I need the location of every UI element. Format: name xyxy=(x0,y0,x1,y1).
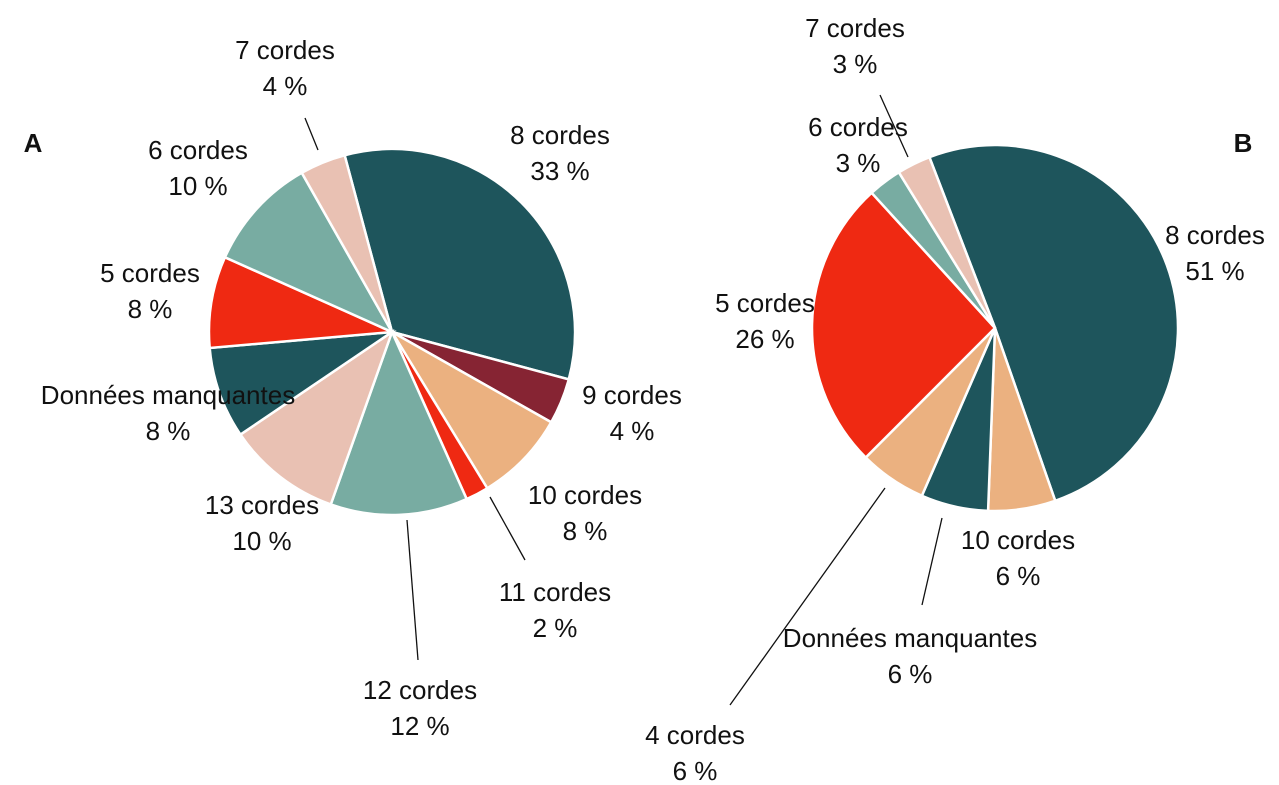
slice-value-label: 51 % xyxy=(1185,256,1244,286)
leader-line xyxy=(921,517,943,606)
slice-value-label: 4 % xyxy=(610,416,655,446)
slice-value-label: 8 % xyxy=(563,516,608,546)
slice-value-label: 6 % xyxy=(888,659,933,689)
slice-label: 10 cordes xyxy=(528,480,642,510)
slice-label: 11 cordes xyxy=(499,577,611,607)
pie-slice xyxy=(329,328,469,517)
slice-label: 5 cordes xyxy=(715,288,815,318)
pie-slice xyxy=(300,153,394,333)
slice-value-label: 33 % xyxy=(530,156,589,186)
slice-value-label: 6 % xyxy=(996,561,1041,591)
slice-label: 5 cordes xyxy=(100,258,200,288)
slice-value-label: 3 % xyxy=(833,49,878,79)
pie-slice xyxy=(388,328,553,490)
slice-value-label: 10 % xyxy=(168,171,227,201)
leader-line xyxy=(729,487,886,706)
slice-label: Données manquantes xyxy=(783,623,1037,653)
slice-label: 6 cordes xyxy=(808,112,908,142)
slice-value-label: 26 % xyxy=(735,324,794,354)
slice-label: 7 cordes xyxy=(805,13,905,43)
slice-label: 8 cordes xyxy=(510,120,610,150)
panel-title: A xyxy=(24,128,43,158)
slice-label: 7 cordes xyxy=(235,35,335,65)
slice-label: 4 cordes xyxy=(645,720,745,750)
slice-label: 9 cordes xyxy=(582,380,682,410)
slice-value-label: 8 % xyxy=(128,294,173,324)
slice-label: 8 cordes xyxy=(1165,220,1265,250)
pie-slice xyxy=(927,143,1180,503)
pie-slice xyxy=(207,255,397,350)
slice-label: Données manquantes xyxy=(41,380,295,410)
slice-label: 12 cordes xyxy=(363,675,477,705)
pie-slice xyxy=(897,155,997,329)
panel-title: B xyxy=(1234,128,1253,158)
slice-value-label: 2 % xyxy=(533,613,578,643)
slice-label: 13 cordes xyxy=(205,490,319,520)
slice-label: 6 cordes xyxy=(148,135,248,165)
slice-value-label: 10 % xyxy=(232,526,291,556)
slice-value-label: 3 % xyxy=(836,148,881,178)
slice-value-label: 4 % xyxy=(263,71,308,101)
pie-slice xyxy=(208,330,397,437)
slice-value-label: 6 % xyxy=(673,756,718,785)
pie-slice xyxy=(810,191,997,460)
slice-value-label: 12 % xyxy=(390,711,449,741)
pie-slice xyxy=(223,171,395,335)
pie-slice xyxy=(343,147,577,381)
slice-value-label: 8 % xyxy=(146,416,191,446)
leader-line xyxy=(489,496,526,561)
leader-line xyxy=(406,519,419,661)
pie-slice xyxy=(238,328,395,507)
leader-line xyxy=(879,94,909,158)
slice-label: 10 cordes xyxy=(961,525,1075,555)
leader-line xyxy=(304,117,319,151)
